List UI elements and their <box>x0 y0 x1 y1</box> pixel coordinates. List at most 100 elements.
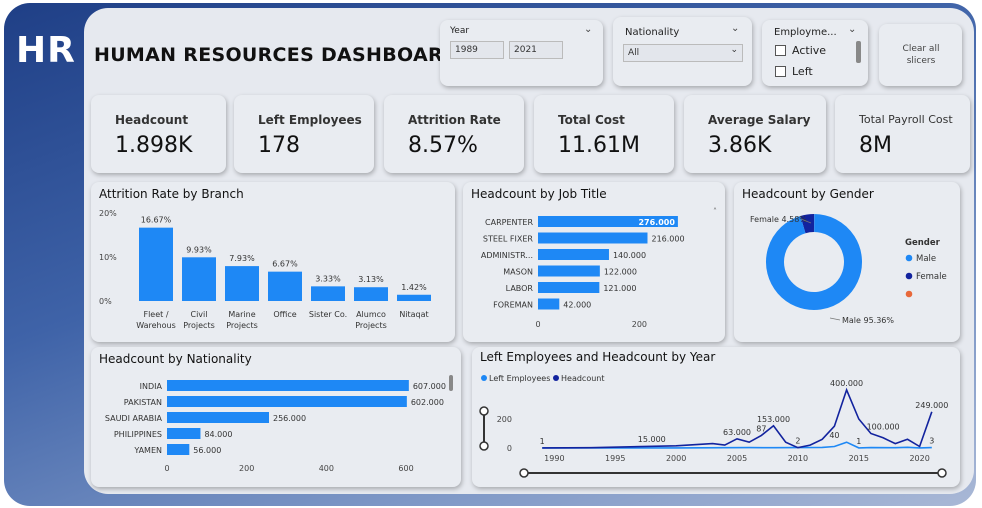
year-slicer[interactable]: Year ⌄ 1989 2021 <box>440 20 603 86</box>
data-label: 121.000 <box>603 284 636 293</box>
kpi-label: Total Cost <box>558 113 625 127</box>
kpi-value: 8.57% <box>408 133 478 158</box>
kpi-left-employees: Left Employees 178 <box>234 95 374 173</box>
category-label: STEEL FIXER <box>483 235 534 244</box>
x-tick-label: 2020 <box>909 454 929 463</box>
page-title: HUMAN RESOURCES DASHBOARD <box>94 44 459 66</box>
kpi-average-salary: Average Salary 3.86K <box>684 95 826 173</box>
bar <box>538 216 678 227</box>
x-tick-label: Warehous <box>136 321 176 330</box>
left-option-label: Left <box>792 65 813 78</box>
slice-label: Male 95.36% <box>842 316 894 325</box>
category-label: LABOR <box>506 284 534 293</box>
data-label: 87 <box>756 424 766 433</box>
chart-title: Headcount by Gender <box>742 187 874 201</box>
data-label: 7.93% <box>229 254 255 263</box>
data-label: 602.000 <box>411 398 444 407</box>
legend-marker <box>905 254 913 262</box>
x-tick-label: 0 <box>535 320 540 329</box>
chevron-down-icon[interactable]: ⌄ <box>731 23 740 34</box>
bar <box>538 282 600 293</box>
headcount-by-nationality-chart[interactable]: INDIA 607.000 PAKISTAN 602.000 SAUDI ARABIA 2… <box>91 347 461 487</box>
bar <box>225 266 259 301</box>
clear-slicers-button[interactable]: Clear all slicers <box>879 24 962 86</box>
headcount-by-job-title-chart[interactable]: CARPENTER 276.000 STEEL FIXER 216.000 ADMINI… <box>463 182 725 342</box>
bar <box>354 287 388 301</box>
data-label: 84.000 <box>204 430 232 439</box>
y-tick-label: 20% <box>99 209 117 218</box>
data-label: 42.000 <box>563 301 591 310</box>
left-and-headcount-by-year-chart[interactable]: Left Employees Headcount 0 200 1990 1995 2000 2… <box>472 347 960 487</box>
series-line <box>542 387 933 449</box>
attrition-by-branch-chart[interactable]: 0% 10% 20% 16.67% Fleet / Warehous 9.93% Civil P… <box>91 182 455 342</box>
kpi-value: 1.898K <box>115 133 193 158</box>
kpi-attrition-rate: Attrition Rate 8.57% <box>384 95 524 173</box>
employment-slicer[interactable]: Employme... ⌄ Active Left <box>762 20 868 86</box>
x-tick-label: 600 <box>398 464 413 473</box>
year-from-input[interactable]: 1989 <box>450 41 504 59</box>
x-tick-label: Projects <box>183 321 215 330</box>
bar <box>538 298 560 310</box>
data-label: 40 <box>829 431 839 440</box>
legend-label: Female <box>916 272 947 282</box>
year-slicer-label: Year <box>450 26 470 36</box>
chart-title: Left Employees and Headcount by Year <box>480 350 716 364</box>
horizontal-slider-handle <box>519 468 529 478</box>
nationality-slicer[interactable]: Nationality ⌄ All ⌄ <box>613 17 752 86</box>
horizontal-slider-handle <box>937 468 947 478</box>
pie-slice <box>800 214 815 234</box>
kpi-label: Attrition Rate <box>408 113 501 127</box>
data-label: 122.000 <box>604 268 637 277</box>
legend-label: Male <box>916 254 936 264</box>
x-tick-label: Sister Co. <box>309 310 347 319</box>
vertical-slider-handle <box>479 406 489 416</box>
x-tick-label: 2000 <box>666 454 686 463</box>
nationality-dropdown[interactable]: All ⌄ <box>623 44 743 62</box>
leader-line <box>800 218 812 224</box>
headcount-by-gender-chart[interactable]: Female 4.58% Male 95.36% Gender Male Female <box>734 182 960 342</box>
bar <box>311 286 345 301</box>
category-label: MASON <box>503 268 533 277</box>
data-label: 276.000 <box>638 218 675 227</box>
data-label: 56.000 <box>193 446 221 455</box>
x-tick-label: Alumco <box>356 310 386 319</box>
category-label: CARPENTER <box>485 218 533 227</box>
x-tick-label: 400 <box>319 464 334 473</box>
data-label: 9.93% <box>186 245 212 254</box>
legend-marker <box>481 375 487 381</box>
kpi-total-payroll-cost: Total Payroll Cost 8M <box>835 95 970 173</box>
left-checkbox[interactable] <box>775 66 786 77</box>
data-label: 15.000 <box>638 435 666 444</box>
slicer-scrollbar[interactable] <box>856 41 861 63</box>
bar <box>538 232 648 244</box>
kpi-label: Total Payroll Cost <box>859 113 953 126</box>
x-tick-label: 200 <box>239 464 254 473</box>
headcount-by-gender-card: Headcount by Gender Female 4.58% Male 95.… <box>734 182 960 342</box>
x-tick-label: 2010 <box>788 454 808 463</box>
data-label: 3.13% <box>358 275 384 284</box>
year-to-input[interactable]: 2021 <box>509 41 563 59</box>
legend-label: Headcount <box>561 374 605 383</box>
bar <box>538 249 609 260</box>
bar <box>167 412 269 423</box>
chevron-down-icon[interactable]: ⌄ <box>848 24 857 35</box>
x-tick-label: 1990 <box>544 454 564 463</box>
kpi-headcount: Headcount 1.898K <box>91 95 226 173</box>
bar <box>268 271 302 301</box>
x-tick-label: 2005 <box>727 454 747 463</box>
series-line <box>542 441 932 449</box>
chevron-down-icon[interactable]: ⌄ <box>584 24 593 35</box>
x-tick-label: Civil <box>191 310 208 319</box>
bar <box>167 396 407 407</box>
data-label: 16.67% <box>141 216 172 225</box>
x-tick-label: 0 <box>164 464 169 473</box>
bar <box>167 444 190 455</box>
data-label: 2 <box>795 437 800 446</box>
active-checkbox[interactable] <box>775 45 786 56</box>
kpi-label: Average Salary <box>708 113 811 127</box>
legend-label: Left Employees <box>489 374 550 383</box>
x-tick-label: 1995 <box>605 454 625 463</box>
kpi-value: 8M <box>859 133 892 158</box>
x-tick-label: Office <box>273 310 296 319</box>
category-label: PAKISTAN <box>124 398 162 407</box>
